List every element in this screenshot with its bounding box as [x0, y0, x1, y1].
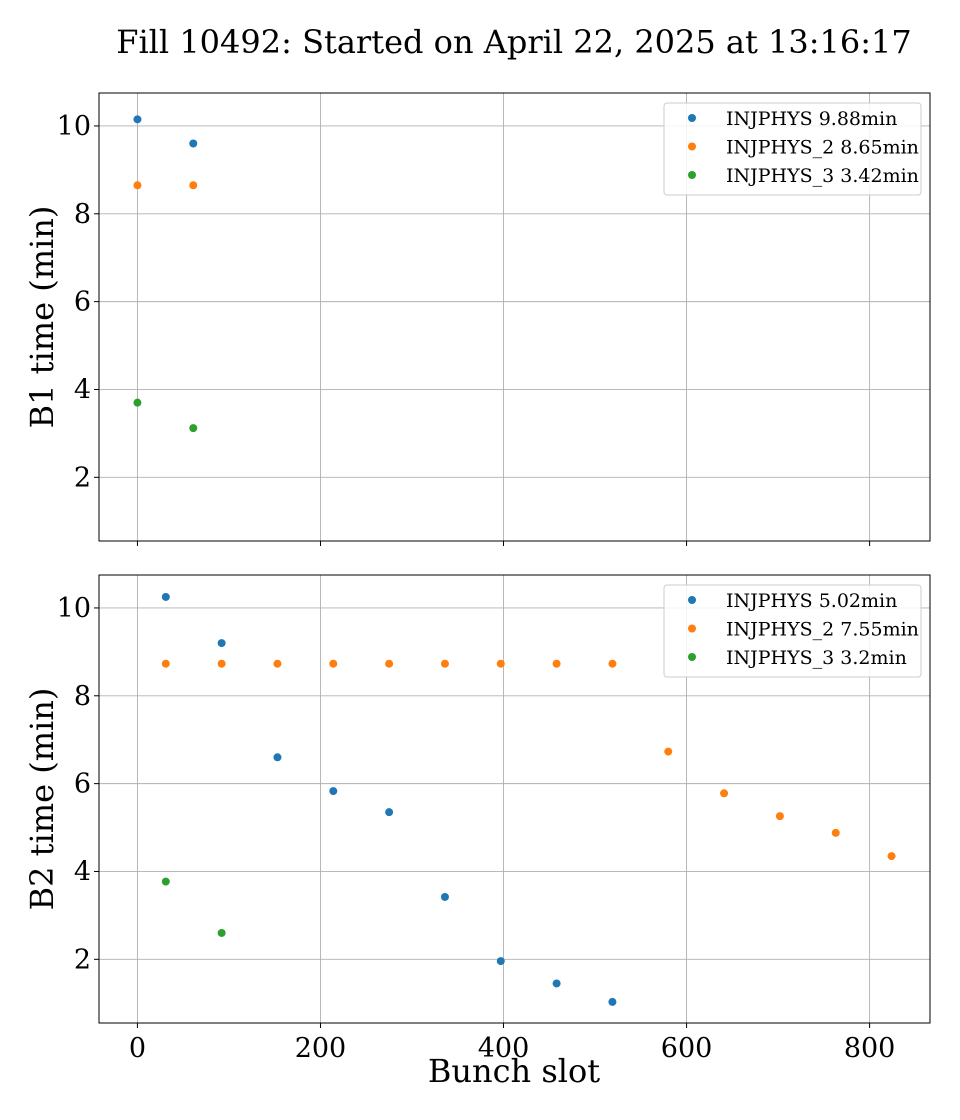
data-point-injphys: [133, 115, 142, 124]
data-point-injphys-3: [161, 877, 170, 886]
data-point-injphys-2: [887, 852, 896, 861]
data-point-injphys: [385, 808, 394, 817]
legend-label: INJPHYS 9.88min: [726, 108, 897, 130]
y-tick-label: 6: [74, 287, 91, 318]
legend: INJPHYS 9.88min INJPHYS_2 8.65min INJPHYS_…: [663, 102, 922, 196]
data-point-injphys-2: [608, 659, 617, 668]
y-tick-label: 2: [74, 944, 91, 975]
plot-frame: [98, 92, 931, 542]
y-tick-label: 10: [57, 593, 91, 624]
data-point-injphys: [552, 979, 561, 988]
data-point-injphys: [217, 639, 226, 648]
y-tick-label: 4: [74, 856, 91, 887]
data-point-injphys-2: [161, 659, 170, 668]
data-point-injphys-2: [831, 828, 840, 837]
y-tick-label: 10: [57, 111, 91, 142]
figure-title: Fill 10492: Started on April 22, 2025 at…: [116, 23, 912, 61]
x-tick-label: 600: [661, 1033, 713, 1064]
legend-label: INJPHYS 5.02min: [726, 590, 897, 612]
legend-label: INJPHYS_3 3.2min: [726, 647, 907, 669]
x-tick-label: 0: [129, 1033, 146, 1064]
y-axis-label: B1 time (min): [23, 206, 61, 429]
x-axis-label: Bunch slot: [428, 1052, 600, 1090]
legend-marker: [688, 171, 696, 179]
legend: INJPHYS 5.02min INJPHYS_2 7.55min INJPHYS_…: [663, 584, 922, 678]
data-point-injphys-2: [720, 789, 729, 798]
data-point-injphys-2: [775, 812, 784, 821]
data-point-injphys-2: [133, 181, 142, 190]
data-point-injphys: [161, 592, 170, 601]
x-tick-label: 200: [295, 1033, 347, 1064]
y-axis-label: B2 time (min): [23, 688, 61, 911]
data-point-injphys: [189, 139, 198, 148]
legend-label: INJPHYS_2 8.65min: [726, 137, 919, 159]
data-point-injphys-2: [189, 181, 198, 190]
data-point-injphys: [496, 957, 505, 966]
data-point-injphys-2: [552, 659, 561, 668]
legend-marker: [688, 142, 696, 151]
data-point-injphys-2: [273, 659, 282, 668]
legend-box: [663, 584, 922, 678]
legend-label: INJPHYS_2 7.55min: [726, 619, 919, 641]
y-tick-label: 6: [74, 769, 91, 800]
legend-box: [663, 102, 922, 196]
legend-marker: [688, 114, 696, 122]
legend-label: INJPHYS_3 3.42min: [726, 165, 919, 187]
x-tick-label: 800: [844, 1033, 896, 1064]
y-tick-label: 2: [74, 462, 91, 493]
y-tick-label: 4: [74, 374, 91, 405]
data-point-injphys-3: [217, 928, 226, 937]
data-point-injphys-3: [133, 398, 142, 407]
data-point-injphys: [440, 892, 449, 901]
y-tick-label: 8: [74, 199, 91, 230]
data-point-injphys: [273, 753, 282, 762]
legend-marker: [688, 596, 696, 604]
legend-marker: [688, 624, 696, 633]
panel-2: 0 200 400 600 800 2 4 6 8 10 B2 time (min) INJPHYS …: [23, 574, 931, 1064]
data-point-injphys: [608, 997, 617, 1006]
data-point-injphys-2: [329, 659, 338, 668]
data-point-injphys: [329, 787, 338, 796]
plot-frame: [98, 574, 931, 1024]
data-point-injphys-3: [189, 424, 198, 433]
y-tick-label: 8: [74, 681, 91, 712]
legend-marker: [688, 653, 696, 661]
x-tick-label: 400: [478, 1033, 530, 1064]
data-point-injphys-2: [664, 747, 673, 756]
data-point-injphys-2: [217, 659, 226, 668]
data-point-injphys-2: [440, 659, 449, 668]
data-point-injphys-2: [496, 659, 505, 668]
data-point-injphys-2: [385, 659, 394, 668]
